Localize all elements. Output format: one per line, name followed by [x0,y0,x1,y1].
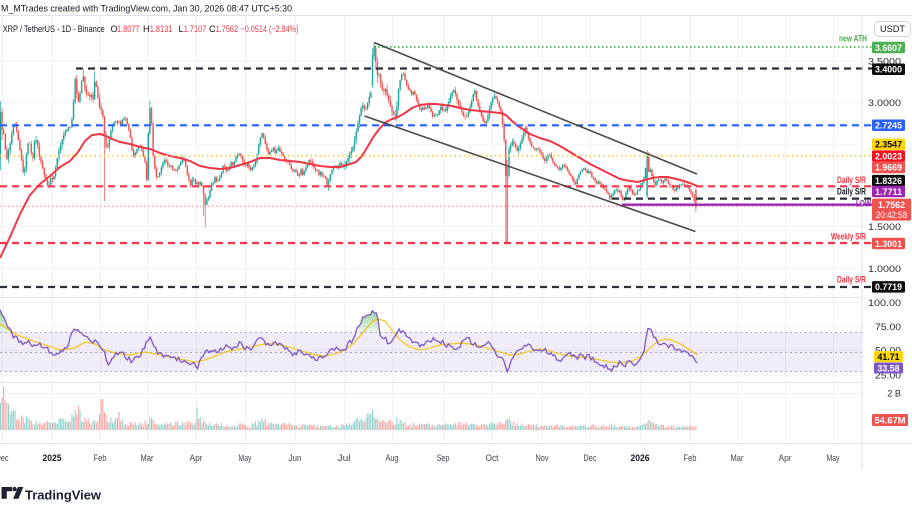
svg-text:1.7562: 1.7562 [878,200,905,210]
svg-text:TradingView: TradingView [25,488,101,503]
svg-text:Apr: Apr [779,453,792,463]
svg-text:Oct: Oct [486,453,500,463]
svg-text:Mar: Mar [141,453,154,463]
svg-text:Dec: Dec [0,453,9,463]
svg-text:USDT: USDT [880,24,905,34]
svg-text:100.00: 100.00 [868,298,901,308]
svg-text:Dec: Dec [584,453,597,463]
svg-text:41.71: 41.71 [878,352,900,362]
svg-text:3.5000: 3.5000 [868,56,901,66]
svg-text:Nov: Nov [536,453,549,463]
svg-text:LOW: LOW [856,199,871,209]
svg-text:1.9669: 1.9669 [875,163,902,173]
svg-text:Aug: Aug [386,453,399,463]
svg-text:1.3001: 1.3001 [875,239,902,249]
svg-text:2.0023: 2.0023 [875,152,902,162]
svg-text:XRP / TetherUS - 1D - Binance: XRP / TetherUS - 1D - Binance [3,24,105,34]
svg-text:Daily S/R: Daily S/R [837,275,866,285]
svg-text:Jul: Jul [338,453,351,463]
svg-text:2026: 2026 [631,453,650,463]
svg-text:1.8077: 1.8077 [117,24,140,34]
svg-text:1.0000: 1.0000 [868,264,901,274]
svg-text:2.3547: 2.3547 [875,140,902,150]
svg-text:1.5000: 1.5000 [868,222,901,232]
svg-text:50.00: 50.00 [875,346,901,356]
svg-text:M_MTrades created with Trading: M_MTrades created with TradingView.com, … [1,4,292,14]
svg-text:2 B: 2 B [887,389,901,399]
svg-text:54.67M: 54.67M [875,415,906,425]
svg-text:25.00: 25.00 [875,370,901,380]
svg-text:new ATH: new ATH [839,34,867,44]
svg-text:0.7719: 0.7719 [875,282,902,292]
svg-text:Daily S/R: Daily S/R [837,175,866,185]
svg-text:Apr: Apr [190,453,203,463]
svg-text:Sep: Sep [437,453,450,463]
svg-text:3.4000: 3.4000 [875,65,902,75]
svg-text:1.7562: 1.7562 [216,24,239,34]
svg-text:2.7245: 2.7245 [875,121,902,131]
svg-text:3.0000: 3.0000 [868,98,901,108]
svg-text:3.6607: 3.6607 [875,43,902,53]
svg-text:C: C [209,24,216,34]
svg-text:H: H [143,24,150,34]
svg-text:Feb: Feb [94,453,107,463]
svg-text:L: L [179,24,184,34]
svg-text:Jun: Jun [289,453,302,463]
svg-text:Weekly S/R: Weekly S/R [831,232,866,242]
svg-text:O: O [111,24,118,34]
svg-text:May: May [827,453,840,463]
svg-text:2025: 2025 [43,453,62,463]
svg-text:Mar: Mar [731,453,744,463]
svg-text:1.8326: 1.8326 [875,176,902,186]
svg-text:20:42:58: 20:42:58 [876,210,907,220]
svg-text:1.8131: 1.8131 [150,24,173,34]
svg-text:Daily S/R: Daily S/R [837,187,866,197]
svg-text:May: May [239,453,252,463]
svg-text:1.7107: 1.7107 [184,24,207,34]
svg-text:75.00: 75.00 [875,322,901,332]
svg-text:−0.0514 (−2.84%): −0.0514 (−2.84%) [241,24,299,34]
svg-text:1.7711: 1.7711 [875,187,902,197]
svg-text:33.58: 33.58 [878,363,900,373]
svg-text:Feb: Feb [684,453,697,463]
